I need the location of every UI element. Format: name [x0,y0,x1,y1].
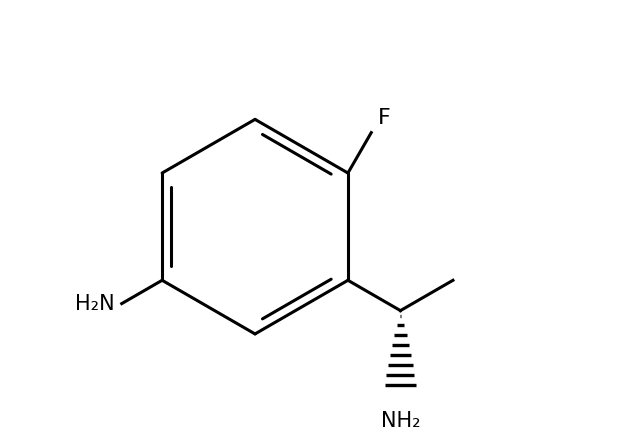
Text: H₂N: H₂N [75,293,114,313]
Text: F: F [378,108,391,128]
Text: NH₂: NH₂ [381,411,420,431]
